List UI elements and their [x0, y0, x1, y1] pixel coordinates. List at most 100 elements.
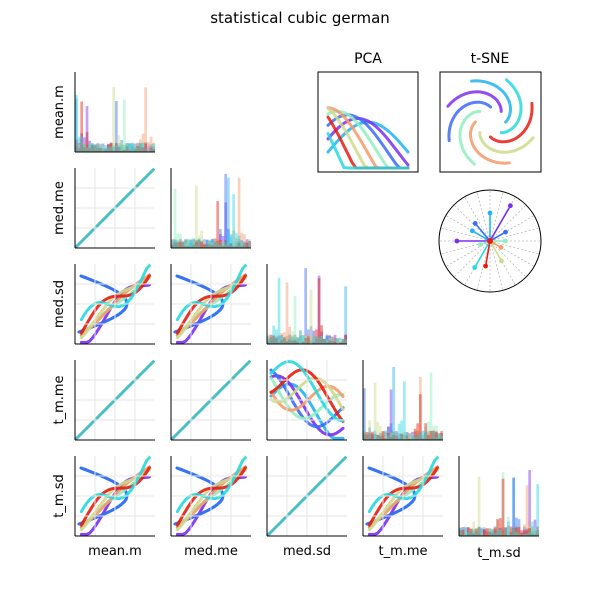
hist-bar — [507, 533, 510, 536]
hist-bar — [528, 528, 531, 536]
hist-bar — [363, 432, 366, 440]
hist-bar — [421, 438, 425, 440]
hist-bar — [227, 231, 230, 248]
hist-bar — [477, 476, 481, 536]
hist-bar — [437, 433, 441, 440]
hist-bar — [531, 534, 534, 536]
hist-bar — [200, 230, 203, 248]
radial-point — [502, 238, 508, 244]
hist-bar — [461, 534, 465, 536]
hist-bar — [509, 532, 513, 536]
hist-bar — [331, 337, 334, 344]
hist-bar — [365, 434, 369, 440]
hist-bar — [200, 241, 203, 248]
hist-bar — [344, 334, 347, 344]
hist-bar — [120, 140, 123, 152]
hist-bar — [307, 337, 310, 344]
hist-bar — [104, 148, 107, 152]
hist-bar — [424, 426, 427, 440]
radial-point — [454, 238, 460, 244]
hist-bar — [411, 432, 414, 440]
hist-bar — [371, 433, 374, 440]
hist-bar — [125, 146, 129, 152]
hist-bar — [411, 436, 414, 440]
hist-bar — [488, 532, 491, 536]
hist-bar — [296, 337, 299, 344]
hist-bar — [243, 242, 246, 248]
hist-bar — [387, 436, 390, 440]
hist-bar — [368, 431, 371, 440]
hist-bar — [147, 148, 150, 152]
hist-bar — [440, 431, 443, 440]
hist-bar — [333, 337, 337, 344]
hist-bar — [496, 528, 499, 536]
hist-bar — [507, 521, 510, 536]
hist-bar — [149, 145, 153, 152]
hist-bar — [285, 336, 289, 344]
hist-bar — [467, 527, 470, 536]
hist-bar — [461, 527, 465, 536]
hist-bar — [429, 430, 433, 440]
hist-bar — [301, 341, 305, 344]
tsne-series-3 — [458, 109, 482, 166]
hist-bar — [205, 245, 209, 248]
hist-bar — [405, 433, 409, 440]
hist-bar — [427, 430, 430, 440]
hist-bar — [469, 528, 473, 536]
hist-bar — [507, 525, 510, 536]
hist-bar — [125, 147, 129, 152]
hist-bar — [528, 470, 531, 536]
hist-bar — [459, 529, 462, 536]
hist-bar — [344, 339, 347, 344]
hist-bar — [211, 243, 214, 248]
hist-bar — [512, 477, 515, 536]
hist-bar — [192, 244, 195, 248]
hist-bar — [232, 246, 235, 248]
hist-bar — [88, 143, 91, 152]
hist-bar — [341, 337, 345, 344]
tsne-title: t-SNE — [471, 51, 510, 67]
hist-bar — [504, 528, 507, 536]
hist-bar — [128, 142, 131, 152]
hist-bar — [379, 438, 382, 440]
hist-bar — [509, 532, 513, 536]
hist-bar — [133, 146, 137, 152]
hist-bar — [123, 145, 126, 152]
hist-bar — [139, 147, 142, 152]
hist-bar — [213, 238, 217, 248]
hist-bar — [152, 149, 155, 152]
hist-bar — [512, 528, 515, 536]
hist-bar — [320, 325, 323, 344]
hist-bar — [117, 135, 121, 152]
hist-bar — [488, 528, 491, 536]
hist-bar — [93, 149, 97, 152]
hist-bar — [392, 435, 395, 440]
hist-bar — [499, 533, 502, 536]
radial-point — [472, 265, 478, 270]
hist-bar — [109, 147, 113, 152]
hist-bar — [283, 338, 286, 344]
hist-bar — [341, 342, 345, 344]
hist-bar — [208, 244, 211, 248]
hist-bar — [496, 530, 499, 536]
hist-bar — [195, 241, 198, 248]
hist-bar — [504, 527, 507, 536]
hist-bar — [123, 148, 126, 152]
hist-bar — [533, 519, 537, 536]
hist-bar — [213, 243, 217, 248]
hist-bar — [403, 381, 406, 440]
hist-bar — [520, 534, 523, 536]
hist-bar — [381, 436, 385, 440]
hist-bar — [269, 334, 273, 344]
hist-bar — [269, 338, 273, 344]
hist-bar — [75, 150, 78, 152]
hist-bar — [373, 435, 377, 440]
hist-bar — [363, 388, 366, 440]
hist-bar — [283, 339, 286, 344]
hist-bar — [301, 340, 305, 344]
hist-bar — [520, 530, 523, 536]
hist-bar — [288, 340, 291, 344]
hist-bar — [179, 246, 182, 248]
hist-bar — [293, 337, 297, 344]
hist-bar — [363, 437, 366, 440]
